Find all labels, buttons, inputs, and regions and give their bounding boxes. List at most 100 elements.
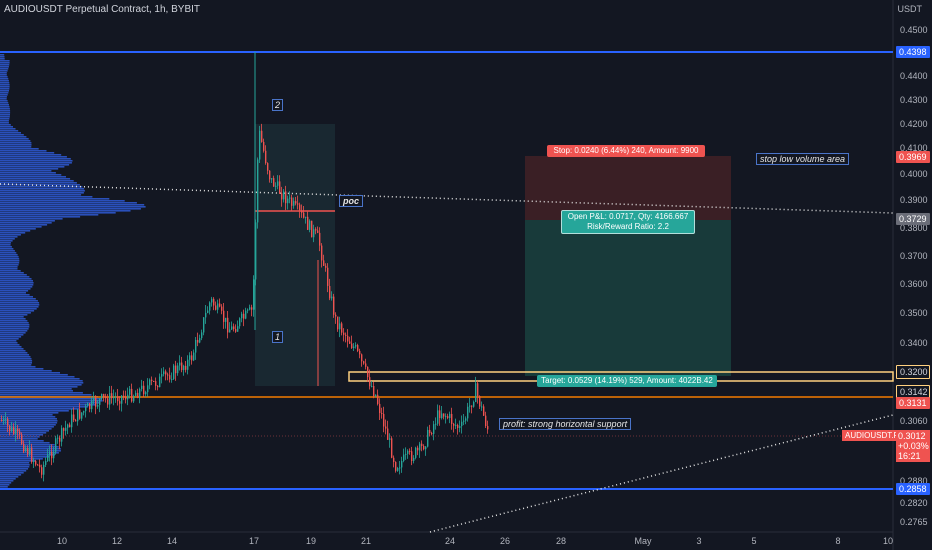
candle-body	[457, 425, 459, 428]
volume-profile-bar	[0, 242, 11, 244]
volume-profile-bar	[0, 386, 78, 388]
stop-label[interactable]: Stop: 0.0240 (6.44%) 240, Amount: 9900	[547, 145, 705, 157]
volume-profile-bar	[0, 398, 102, 400]
candle-body	[441, 413, 443, 419]
candle-body	[33, 460, 35, 462]
candle-body	[435, 423, 437, 425]
volume-profile-bar	[0, 224, 48, 226]
volume-profile	[0, 54, 146, 488]
target-label[interactable]: Target: 0.0529 (14.19%) 529, Amount: 402…	[537, 375, 717, 387]
volume-profile-bar	[0, 392, 83, 394]
candle-body	[1, 420, 3, 421]
candle-body	[53, 451, 55, 459]
volume-profile-bar	[0, 250, 15, 252]
candle-body	[5, 419, 7, 421]
candle-body	[87, 403, 89, 407]
date-label: 17	[248, 536, 260, 546]
candle-body	[247, 309, 249, 311]
volume-profile-bar	[0, 180, 74, 182]
candle-body	[103, 393, 105, 397]
volume-profile-bar	[0, 176, 66, 178]
candle-body	[461, 421, 463, 427]
volume-profile-bar	[0, 418, 57, 420]
candle-body	[75, 420, 77, 422]
candle-body	[309, 220, 311, 230]
date-label: 28	[555, 536, 567, 546]
candle-body	[465, 418, 467, 421]
candle-body	[351, 343, 353, 349]
volume-profile-bar	[0, 216, 81, 218]
volume-profile-bar	[0, 480, 14, 482]
volume-profile-bar	[0, 174, 62, 176]
volume-profile-bar	[0, 62, 10, 64]
candle-body	[151, 379, 153, 382]
target-zone	[525, 220, 731, 376]
candle-body	[377, 394, 379, 404]
volume-profile-bar	[0, 88, 10, 90]
wave-1-label[interactable]: 1	[272, 331, 284, 343]
volume-profile-bar	[0, 124, 11, 126]
price-change: +0.03%	[898, 441, 929, 451]
volume-profile-bar	[0, 76, 8, 78]
price-tick: 0.3700	[900, 251, 928, 261]
date-label: 12	[111, 536, 123, 546]
volume-profile-bar	[0, 126, 13, 128]
volume-profile-bar	[0, 484, 10, 486]
profit-note[interactable]: profit: strong horizontal support	[499, 418, 632, 430]
stop-note[interactable]: stop low volume area	[756, 153, 850, 165]
volume-profile-bar	[0, 64, 10, 66]
volume-profile-bar	[0, 420, 58, 422]
open-pl-label[interactable]: Open P&L: 0.0717, Qty: 4166.667 Risk/Rew…	[561, 210, 695, 234]
candle-body	[467, 406, 469, 419]
volume-profile-bar	[0, 210, 131, 212]
candle-body	[273, 178, 275, 187]
volume-profile-bar	[0, 118, 10, 120]
volume-profile-bar	[0, 244, 11, 246]
volume-profile-bar	[0, 160, 73, 162]
date-label: 24	[444, 536, 456, 546]
candle-body	[137, 392, 139, 398]
volume-profile-bar	[0, 290, 29, 292]
volume-profile-bar	[0, 92, 9, 94]
volume-profile-bar	[0, 476, 19, 478]
price-tag-bottom: 0.2858	[896, 483, 930, 495]
date-label: 14	[166, 536, 178, 546]
candle-body	[447, 416, 449, 418]
candle-body	[233, 326, 235, 330]
volume-profile-bar	[0, 202, 137, 204]
volume-profile-bar	[0, 218, 63, 220]
volume-profile-bar	[0, 208, 141, 210]
volume-profile-bar	[0, 222, 52, 224]
volume-profile-bar	[0, 236, 18, 238]
volume-profile-bar	[0, 370, 52, 372]
candle-body	[301, 210, 303, 213]
candle-body	[405, 453, 407, 455]
volume-profile-bar	[0, 246, 12, 248]
volume-profile-bar	[0, 462, 30, 464]
candle-body	[11, 427, 13, 432]
candle-body	[369, 377, 371, 387]
volume-profile-bar	[0, 300, 38, 302]
candle-body	[399, 467, 401, 469]
candle-body	[147, 385, 149, 393]
candle-body	[203, 317, 205, 333]
candle-body	[37, 464, 39, 466]
volume-profile-bar	[0, 196, 93, 198]
candle-body	[189, 355, 191, 360]
volume-profile-bar	[0, 264, 19, 266]
candle-body	[21, 434, 23, 444]
candle-body	[19, 431, 21, 435]
candle-body	[451, 413, 453, 424]
volume-profile-bar	[0, 388, 72, 390]
volume-profile-bar	[0, 148, 39, 150]
volume-profile-bar	[0, 116, 10, 118]
date-label: 21	[360, 536, 372, 546]
volume-profile-bar	[0, 366, 36, 368]
candle-body	[407, 450, 409, 454]
price-tick: 0.3400	[900, 338, 928, 348]
price-tag-resistance: 0.4398	[896, 46, 930, 58]
wave-2-label[interactable]: 2	[272, 99, 284, 111]
volume-profile-bar	[0, 422, 58, 424]
poc-label[interactable]: poc	[339, 195, 364, 207]
